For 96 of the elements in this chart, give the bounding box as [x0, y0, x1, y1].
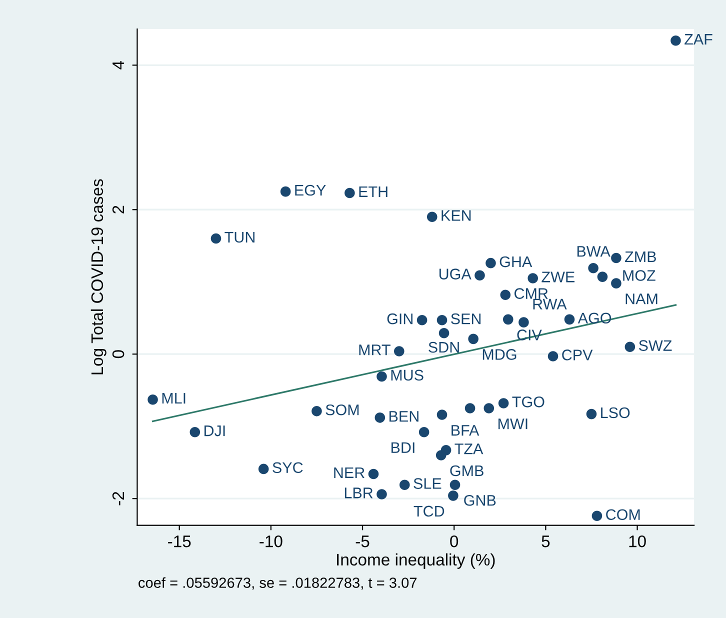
annotation: SLE — [414, 478, 442, 489]
point — [436, 315, 448, 326]
annotation: MOZ — [623, 270, 656, 281]
point — [528, 273, 538, 284]
annotation: SWZ — [638, 340, 672, 351]
annotation: CMR — [514, 288, 548, 299]
annotation: MWI — [498, 418, 528, 430]
point — [498, 398, 509, 408]
point — [344, 188, 355, 198]
annotation: GHA — [500, 256, 532, 268]
annotation: SDN — [428, 342, 459, 353]
annotation: BWA — [577, 246, 610, 257]
annotation: TCD — [414, 506, 444, 517]
annotation: NER — [334, 467, 364, 478]
annotation: TGO — [512, 396, 544, 408]
point — [464, 403, 476, 414]
point — [368, 468, 379, 480]
annotation: SEN — [451, 313, 481, 324]
annotation: BDI — [392, 442, 414, 453]
annotation: CPV — [562, 350, 593, 360]
point — [210, 233, 222, 244]
point — [436, 410, 448, 420]
point — [588, 262, 598, 274]
point — [394, 346, 404, 356]
x-tick-label: -5 — [356, 536, 370, 548]
point — [374, 412, 386, 423]
point — [376, 489, 387, 500]
point — [518, 317, 529, 328]
x-tick-label: 0 — [450, 535, 458, 548]
annotation: ZWE — [542, 272, 574, 282]
point — [399, 480, 410, 490]
annotation: LBR — [344, 488, 373, 498]
point — [438, 328, 450, 338]
annotation: RWA — [533, 298, 567, 310]
annotation: BFA — [452, 425, 480, 436]
annotation: ZMB — [625, 251, 656, 262]
point — [564, 314, 575, 325]
y-axis-title: Log Total COVID-19 cases — [90, 179, 106, 374]
point — [436, 450, 446, 460]
annotation: TUN — [224, 232, 254, 243]
point — [486, 258, 496, 268]
point — [148, 394, 158, 405]
annotation: TZA — [454, 444, 484, 454]
annotation: MLI — [162, 393, 186, 404]
annotation: EGY — [295, 184, 326, 196]
point — [484, 403, 494, 414]
point — [468, 334, 478, 344]
x-axis-title: Income inequality (%) — [337, 553, 495, 569]
annotation: COM — [606, 509, 640, 520]
point — [418, 426, 430, 438]
text: coef = .05592673, se = .01822783, t = 3.07 — [138, 577, 417, 590]
point — [500, 290, 511, 300]
point — [624, 342, 636, 352]
annotation: GMB — [450, 465, 484, 476]
point — [502, 314, 514, 325]
annotation: ZAF — [684, 34, 712, 45]
x-tick-label: -10 — [260, 535, 282, 548]
annotation: SOM — [326, 404, 359, 416]
point — [592, 510, 602, 522]
point — [190, 426, 200, 438]
annotation: KEN — [442, 210, 471, 221]
point — [376, 371, 387, 382]
annotation: NAM — [626, 294, 658, 304]
x-tick-label: -15 — [168, 536, 191, 548]
annotation: MRT — [359, 344, 390, 356]
annotation: GIN — [387, 313, 412, 324]
point — [426, 212, 438, 222]
y-tick-label: 4 — [112, 61, 124, 70]
point — [450, 480, 460, 490]
x-tick-label: 5 — [542, 536, 550, 548]
annotation: GNB — [464, 494, 496, 506]
annotation: AGO — [578, 312, 612, 324]
point — [448, 490, 458, 501]
annotation: LSO — [601, 407, 630, 418]
y-tick-label: -2 — [112, 492, 124, 506]
annotation: MUS — [391, 370, 424, 381]
annotation: SYC — [272, 462, 303, 474]
point — [597, 272, 608, 282]
annotation: UGA — [439, 268, 472, 280]
point — [548, 351, 558, 362]
point — [586, 408, 597, 420]
annotation: ETH — [359, 186, 388, 197]
y-tick-label: 2 — [112, 206, 124, 214]
annotation: BEN — [390, 411, 418, 422]
point — [280, 186, 291, 197]
point — [611, 252, 622, 264]
point — [258, 464, 269, 474]
annotation: MDG — [482, 349, 516, 360]
x-tick-label: 10 — [629, 535, 646, 548]
point — [416, 315, 428, 326]
y-tick-label: 0 — [112, 350, 124, 358]
point — [670, 35, 681, 46]
annotation: DJI — [204, 426, 225, 436]
point — [474, 270, 485, 281]
point — [312, 406, 322, 416]
point — [611, 278, 622, 288]
